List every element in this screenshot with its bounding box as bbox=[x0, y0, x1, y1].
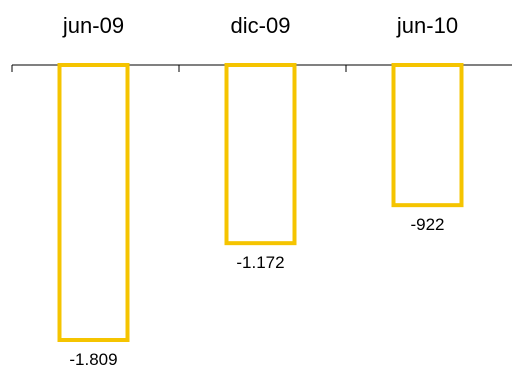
value-label-jun-10: -922 bbox=[410, 215, 444, 234]
value-label-dic-09: -1.172 bbox=[236, 253, 284, 272]
bar-jun-09 bbox=[60, 65, 128, 340]
category-label-jun-10: jun-10 bbox=[396, 13, 458, 38]
category-label-jun-09: jun-09 bbox=[62, 13, 124, 38]
bars-group bbox=[60, 65, 462, 340]
bar-jun-10 bbox=[394, 65, 462, 205]
bar-dic-09 bbox=[227, 65, 295, 243]
value-label-jun-09: -1.809 bbox=[69, 350, 117, 369]
category-labels: jun-09 dic-09 jun-10 bbox=[62, 13, 458, 38]
category-label-dic-09: dic-09 bbox=[231, 13, 291, 38]
